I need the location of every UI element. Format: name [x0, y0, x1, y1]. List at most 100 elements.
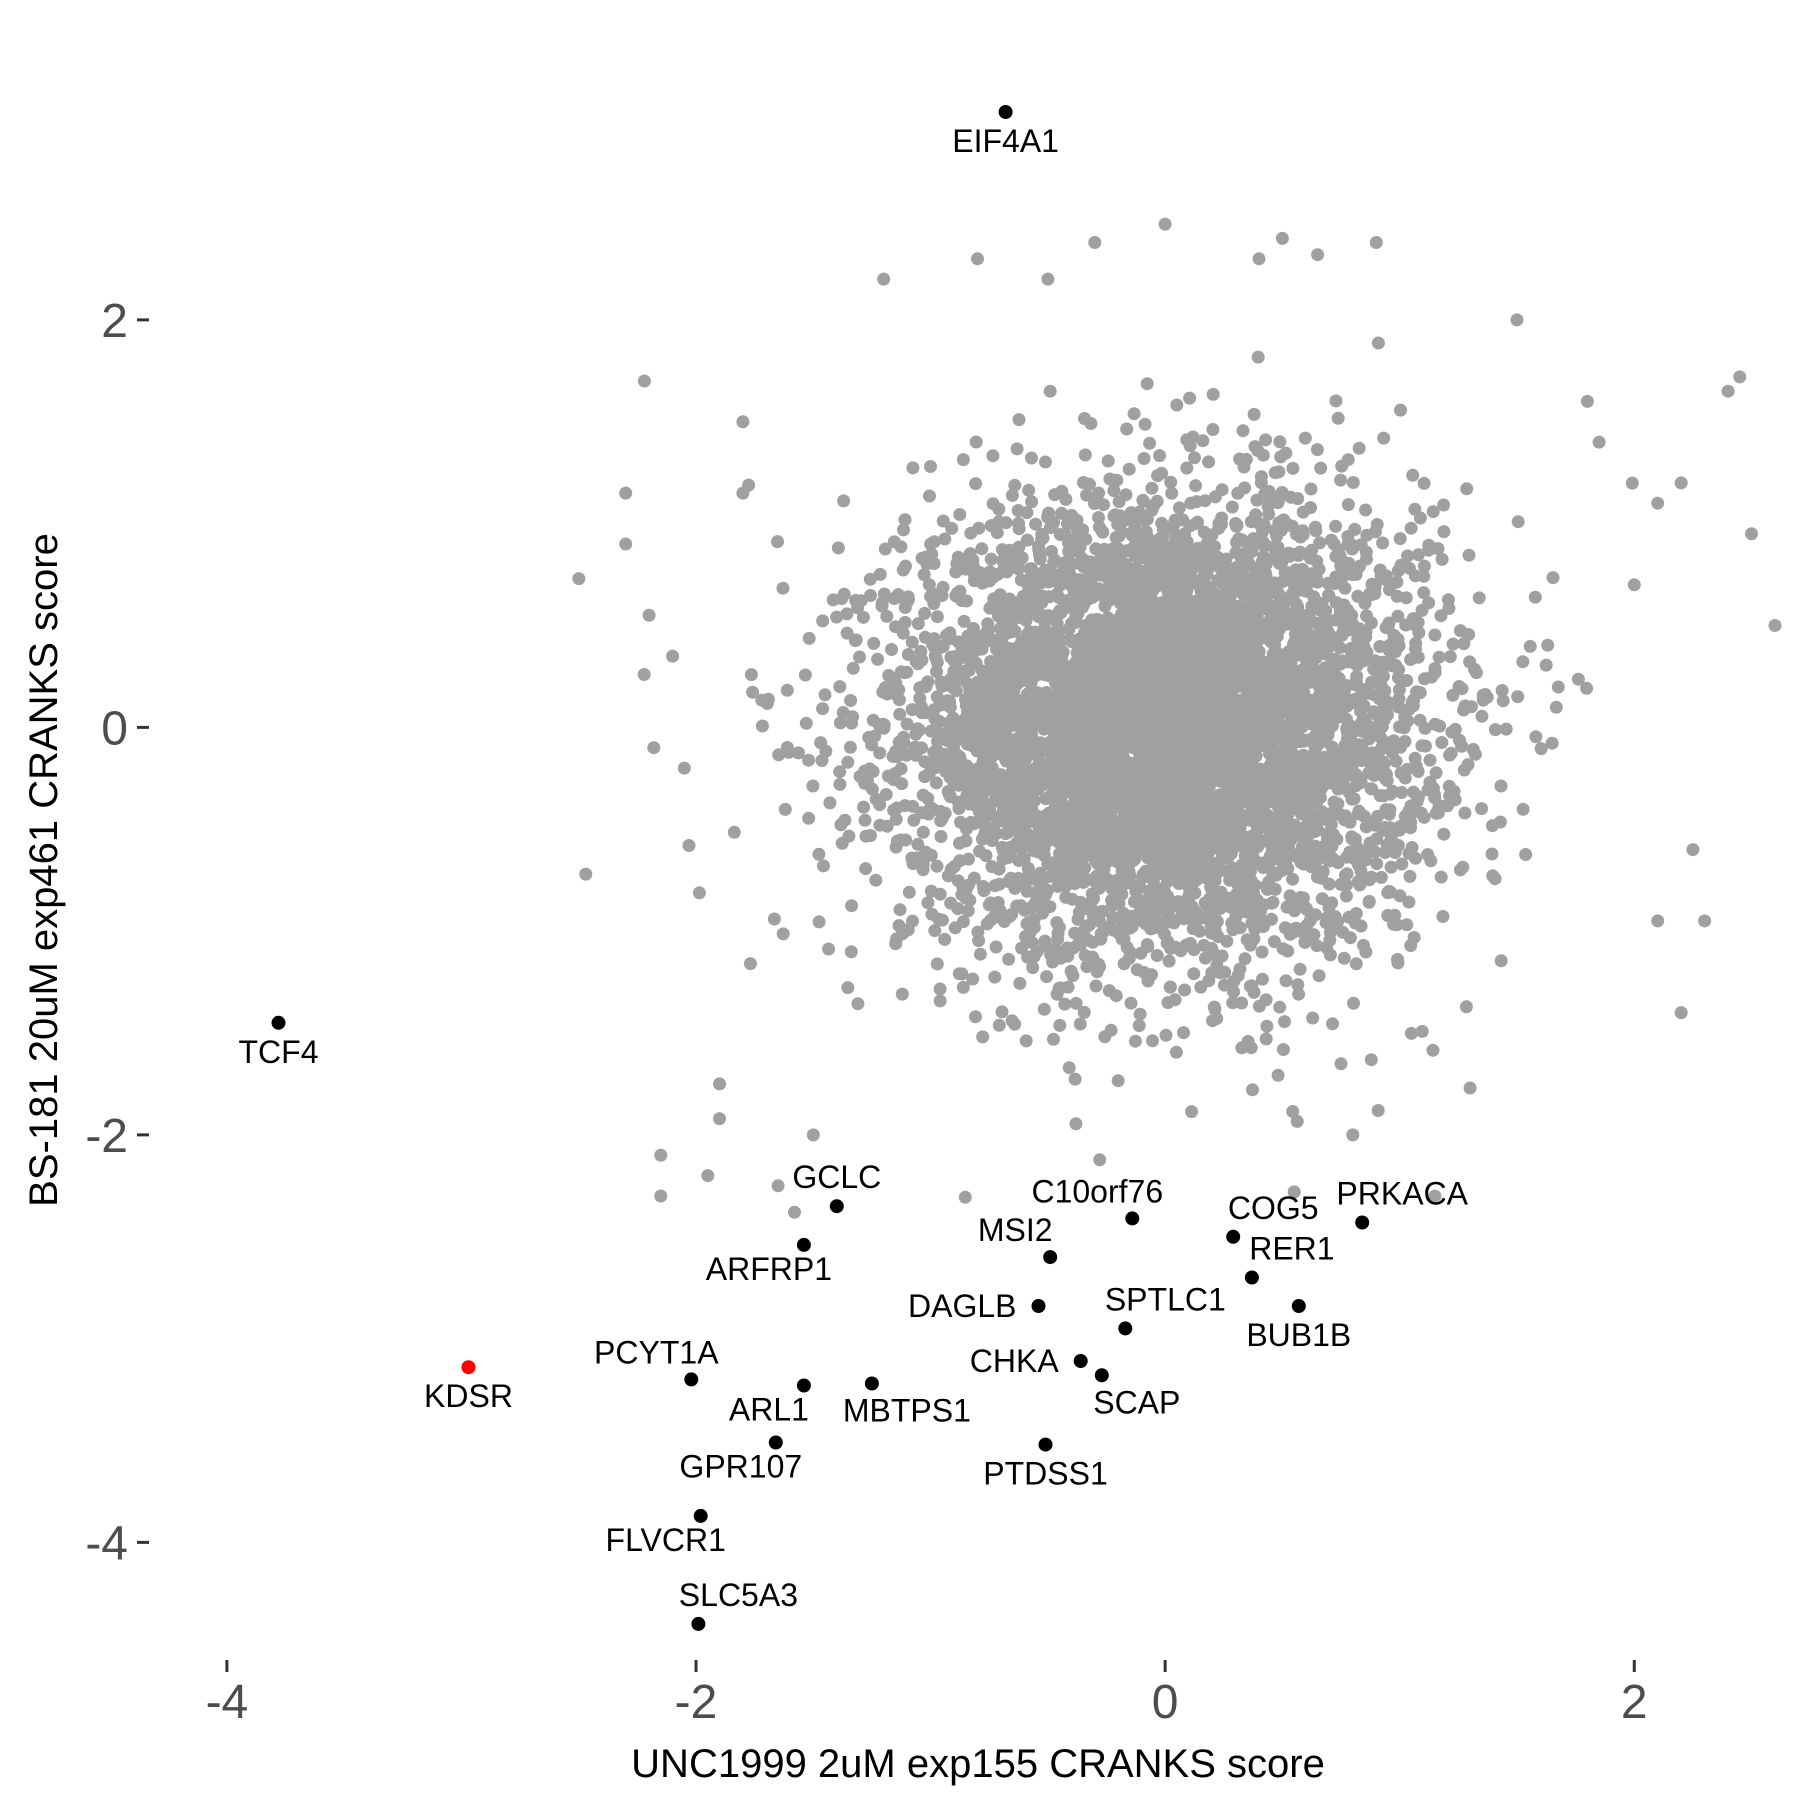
- background-point: [1180, 461, 1194, 475]
- background-point: [1418, 739, 1432, 753]
- background-point: [1472, 591, 1486, 605]
- background-point: [1394, 403, 1407, 417]
- background-point: [1236, 678, 1250, 692]
- background-point: [692, 886, 706, 900]
- background-point: [897, 523, 910, 537]
- background-point: [1022, 573, 1036, 586]
- background-point: [945, 521, 959, 535]
- background-point: [1311, 672, 1325, 685]
- background-point: [1551, 680, 1565, 694]
- background-point: [802, 811, 816, 825]
- background-point: [845, 899, 859, 913]
- background-point: [893, 707, 907, 721]
- background-point: [833, 716, 847, 730]
- background-point: [1374, 742, 1388, 756]
- background-point: [1364, 870, 1378, 884]
- background-point: [899, 748, 913, 762]
- background-point: [1275, 618, 1289, 632]
- background-point: [1247, 407, 1261, 421]
- background-point: [818, 688, 832, 702]
- background-point: [815, 754, 829, 767]
- background-point: [814, 736, 828, 750]
- background-point: [1096, 553, 1110, 567]
- background-point: [1012, 554, 1026, 568]
- background-point: [1128, 1034, 1142, 1048]
- background-point: [956, 915, 970, 929]
- background-points-layer: [572, 217, 1782, 1219]
- background-point: [920, 557, 934, 571]
- background-point: [1178, 983, 1192, 997]
- background-point: [767, 912, 781, 926]
- background-point: [1093, 1153, 1107, 1167]
- background-point: [1411, 650, 1425, 664]
- background-point: [1048, 488, 1062, 502]
- background-point: [1580, 681, 1594, 695]
- background-point: [1107, 509, 1121, 523]
- background-point: [856, 610, 870, 624]
- background-point: [1021, 837, 1035, 851]
- background-point: [1251, 350, 1265, 364]
- background-point: [956, 980, 970, 994]
- background-point: [1303, 655, 1317, 669]
- background-point: [1197, 525, 1211, 539]
- background-point: [1405, 841, 1419, 854]
- background-point: [1360, 645, 1374, 659]
- background-point: [802, 753, 816, 767]
- background-point: [1339, 889, 1353, 903]
- background-point: [1358, 596, 1372, 610]
- background-point: [1255, 945, 1269, 959]
- background-point: [841, 755, 855, 769]
- background-point: [851, 601, 865, 615]
- background-point: [1409, 636, 1423, 650]
- background-point: [881, 769, 895, 783]
- background-point: [1078, 872, 1092, 886]
- background-point: [1432, 650, 1446, 664]
- background-point: [925, 547, 939, 561]
- background-point: [864, 589, 877, 602]
- background-point: [931, 745, 945, 759]
- background-point: [844, 945, 858, 959]
- background-point: [1352, 804, 1366, 818]
- background-point: [1132, 1019, 1146, 1033]
- background-point: [1273, 1000, 1287, 1014]
- background-point: [1433, 719, 1447, 733]
- background-point: [896, 626, 910, 640]
- background-point: [1296, 524, 1310, 538]
- background-point: [1310, 939, 1324, 953]
- background-point: [1359, 503, 1373, 517]
- background-point: [1257, 536, 1271, 550]
- background-point: [1494, 779, 1508, 793]
- background-point: [973, 844, 987, 858]
- background-point: [833, 765, 847, 779]
- background-point: [776, 581, 790, 595]
- background-point: [816, 702, 830, 716]
- background-point: [1571, 672, 1585, 686]
- background-point: [1008, 478, 1022, 492]
- background-point: [1186, 430, 1200, 444]
- background-point: [806, 779, 820, 793]
- background-point: [1226, 996, 1240, 1010]
- background-point: [927, 535, 941, 549]
- background-point: [936, 580, 950, 594]
- background-point: [1417, 569, 1431, 583]
- background-point: [1050, 987, 1064, 1001]
- background-point: [1286, 872, 1300, 886]
- background-point: [928, 924, 942, 938]
- background-point: [984, 552, 998, 566]
- background-point: [1293, 962, 1307, 976]
- background-point: [933, 982, 947, 996]
- background-point: [1435, 552, 1449, 566]
- background-point: [1012, 413, 1026, 427]
- background-point: [1313, 619, 1327, 633]
- background-point: [1173, 849, 1187, 863]
- background-point: [831, 541, 845, 555]
- background-point: [889, 937, 903, 951]
- background-point: [1033, 552, 1047, 566]
- background-point: [1391, 609, 1405, 623]
- background-point: [1122, 462, 1136, 476]
- background-point: [1078, 861, 1092, 875]
- background-point: [851, 997, 865, 1011]
- background-point: [1256, 448, 1270, 462]
- background-point: [1002, 952, 1016, 966]
- background-point: [1399, 618, 1413, 632]
